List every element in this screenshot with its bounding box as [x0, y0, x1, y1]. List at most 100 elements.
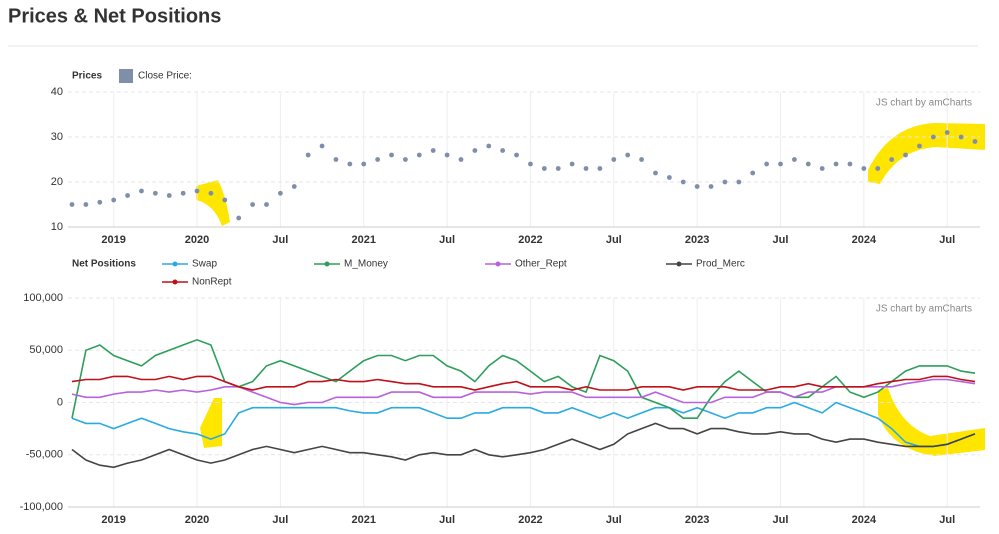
price-point: [194, 188, 200, 194]
price-point: [97, 199, 103, 205]
x-tick-label: 2020: [185, 514, 209, 526]
x-tick-label: Jul: [606, 514, 622, 526]
series-line: [71, 375, 976, 391]
price-point: [764, 161, 770, 167]
x-tick-label: Jul: [773, 234, 789, 246]
x-tick-label: 2021: [351, 234, 375, 246]
price-point: [847, 161, 853, 167]
x-tick-label: 2023: [685, 514, 709, 526]
price-point: [236, 215, 242, 221]
y-tick-label: 30: [51, 131, 63, 143]
x-tick-label: Jul: [439, 514, 455, 526]
price-point: [500, 148, 506, 153]
price-point: [222, 197, 228, 203]
price-point: [83, 202, 89, 207]
x-tick-label: 2023: [685, 234, 709, 246]
y-tick-label: -50,000: [26, 449, 63, 461]
highlight: [878, 388, 985, 456]
price-point: [403, 157, 408, 162]
price-point: [111, 197, 117, 203]
price-point: [333, 157, 339, 162]
price-point: [486, 143, 492, 149]
price-point: [875, 166, 881, 171]
price-point: [264, 202, 269, 207]
price-point: [291, 184, 297, 189]
price-point: [180, 190, 186, 196]
legend-swatch: [676, 261, 682, 267]
x-tick-label: 2019: [101, 234, 125, 246]
price-point: [819, 166, 825, 171]
x-tick-label: Jul: [773, 514, 789, 526]
watermark: JS chart by amCharts: [876, 304, 972, 315]
legend-swatch: [119, 69, 133, 83]
highlight: [196, 180, 230, 226]
price-point: [653, 170, 658, 176]
price-point: [277, 190, 283, 196]
price-point: [472, 148, 478, 153]
price-point: [722, 179, 728, 185]
legend-swatch: [172, 261, 178, 267]
price-point: [125, 193, 130, 198]
price-point: [792, 157, 797, 162]
legend-title: Prices: [72, 71, 102, 82]
price-point: [430, 148, 436, 153]
series-line: [71, 401, 976, 448]
price-point: [889, 157, 895, 162]
x-tick-label: Jul: [939, 234, 955, 246]
price-point: [416, 152, 422, 158]
x-tick-label: Jul: [606, 234, 622, 246]
price-point: [750, 170, 756, 176]
price-point: [778, 161, 783, 167]
price-point: [583, 166, 589, 171]
price-point: [611, 157, 617, 162]
y-tick-label: 10: [51, 221, 63, 233]
highlight: [200, 398, 222, 448]
price-point: [541, 166, 547, 171]
highlight: [868, 123, 985, 184]
legend-label: NonRept: [192, 277, 232, 288]
price-point: [903, 152, 908, 158]
series-line: [71, 338, 976, 420]
price-point: [694, 184, 700, 189]
highlights: [196, 123, 985, 456]
x-tick-label: Jul: [939, 514, 955, 526]
x-tick-label: 2022: [518, 514, 542, 526]
price-point: [597, 166, 603, 171]
price-point: [944, 130, 950, 135]
price-point: [680, 179, 686, 185]
legend-label: Close Price:: [138, 71, 192, 82]
y-tick-label: 100,000: [23, 292, 63, 304]
y-tick-label: 40: [51, 86, 63, 98]
y-tick-label: -100,000: [20, 501, 63, 513]
price-point: [708, 184, 714, 189]
series-line: [71, 422, 976, 469]
x-tick-label: 2022: [518, 234, 542, 246]
series-line: [71, 378, 976, 406]
price-point: [625, 152, 631, 158]
price-point: [444, 152, 450, 158]
legend-label: Prod_Merc: [696, 259, 745, 270]
price-point: [514, 152, 519, 158]
price-point: [69, 202, 75, 207]
price-point: [166, 193, 172, 198]
price-point: [250, 202, 256, 207]
y-tick-label: 20: [51, 176, 63, 188]
x-tick-label: 2024: [852, 514, 877, 526]
price-point: [930, 134, 936, 140]
price-point: [972, 139, 978, 144]
legend-swatch: [324, 261, 330, 267]
price-point: [347, 161, 353, 167]
price-point: [736, 179, 742, 185]
x-tick-label: Jul: [272, 234, 288, 246]
price-point: [555, 166, 561, 171]
x-tick-label: 2021: [351, 514, 375, 526]
price-point: [833, 161, 839, 167]
price-point: [958, 134, 964, 140]
x-tick-label: 2020: [185, 234, 209, 246]
price-point: [458, 157, 464, 162]
legend-title: Net Positions: [72, 259, 136, 270]
price-point: [305, 152, 311, 158]
price-point: [208, 190, 214, 196]
x-tick-label: 2019: [101, 514, 125, 526]
